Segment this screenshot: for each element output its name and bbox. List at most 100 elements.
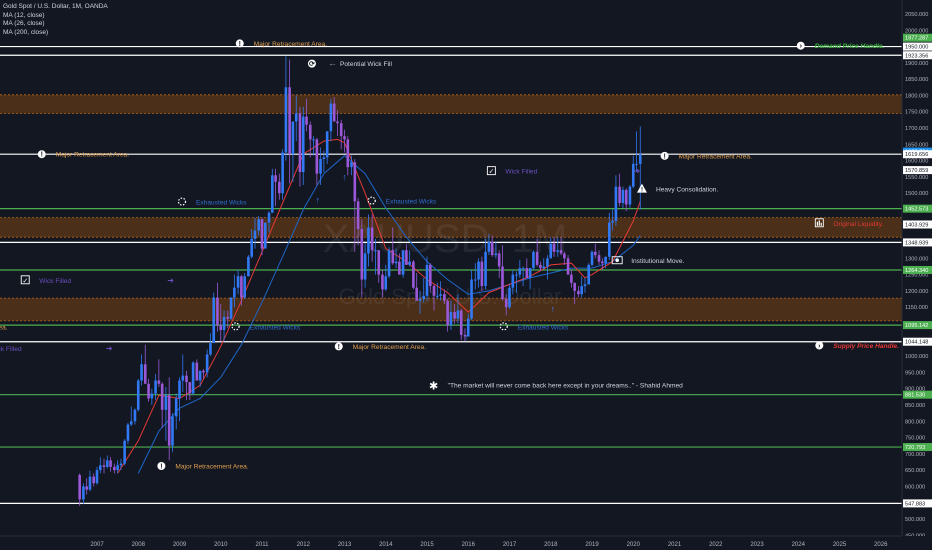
candle-body[interactable] bbox=[325, 131, 329, 158]
candle-body[interactable] bbox=[191, 362, 195, 394]
candle-body[interactable] bbox=[284, 87, 288, 153]
price-level-tag[interactable] bbox=[903, 265, 932, 274]
ma-12-label[interactable]: MA (12, close) bbox=[3, 11, 45, 19]
candle-body[interactable] bbox=[154, 380, 157, 394]
candle-body[interactable] bbox=[240, 276, 243, 298]
candle-body[interactable] bbox=[594, 251, 597, 256]
candle-body[interactable] bbox=[174, 398, 178, 417]
candle-body[interactable] bbox=[202, 370, 205, 373]
candle-body[interactable] bbox=[532, 251, 535, 269]
candle-body[interactable] bbox=[343, 136, 346, 140]
candle-body[interactable] bbox=[329, 103, 333, 132]
candle-body[interactable] bbox=[466, 318, 470, 337]
candle-body[interactable] bbox=[394, 261, 398, 264]
candle-body[interactable] bbox=[497, 253, 501, 267]
candle-body[interactable] bbox=[580, 286, 583, 295]
candle-body[interactable] bbox=[539, 264, 542, 269]
candle-body[interactable] bbox=[614, 186, 618, 221]
candle-body[interactable] bbox=[504, 299, 508, 308]
candle-body[interactable] bbox=[260, 219, 264, 249]
candle-body[interactable] bbox=[597, 255, 601, 262]
candle-body[interactable] bbox=[236, 276, 240, 288]
candle-body[interactable] bbox=[415, 287, 418, 301]
candle-body[interactable] bbox=[412, 261, 415, 288]
candle-body[interactable] bbox=[129, 421, 133, 425]
candle-body[interactable] bbox=[443, 294, 446, 301]
candle-body[interactable] bbox=[463, 334, 467, 337]
candle-body[interactable] bbox=[185, 375, 188, 383]
ma-26-label[interactable]: MA (26, close) bbox=[3, 20, 45, 27]
candle-body[interactable] bbox=[604, 256, 607, 264]
candle-body[interactable] bbox=[99, 465, 102, 471]
candle-body[interactable] bbox=[140, 364, 143, 381]
candle-body[interactable] bbox=[216, 297, 219, 326]
candle-body[interactable] bbox=[635, 163, 638, 165]
candle-body[interactable] bbox=[271, 175, 274, 213]
candle-body[interactable] bbox=[449, 312, 453, 326]
candle-body[interactable] bbox=[136, 380, 140, 410]
price-level-tag[interactable] bbox=[903, 33, 932, 42]
candle-body[interactable] bbox=[247, 256, 250, 277]
candle-body[interactable] bbox=[429, 264, 432, 287]
candle-body[interactable] bbox=[164, 395, 168, 410]
candle-body[interactable] bbox=[113, 466, 116, 471]
candle-body[interactable] bbox=[123, 440, 126, 464]
candle-body[interactable] bbox=[322, 157, 326, 159]
candle-body[interactable] bbox=[570, 274, 573, 283]
candle-body[interactable] bbox=[515, 274, 518, 276]
candle-body[interactable] bbox=[480, 261, 484, 287]
candle-body[interactable] bbox=[456, 310, 460, 319]
candle-body[interactable] bbox=[257, 219, 260, 231]
candle-body[interactable] bbox=[92, 476, 95, 484]
candle-body[interactable] bbox=[528, 268, 532, 278]
candle-body[interactable] bbox=[95, 470, 99, 484]
candle-body[interactable] bbox=[82, 486, 85, 500]
candle-body[interactable] bbox=[631, 163, 635, 187]
candle-body[interactable] bbox=[178, 380, 181, 399]
candle-body[interactable] bbox=[401, 250, 405, 275]
candle-body[interactable] bbox=[205, 354, 209, 373]
candle-body[interactable] bbox=[425, 264, 429, 296]
candle-body[interactable] bbox=[618, 186, 621, 203]
price-level-tag[interactable] bbox=[903, 238, 932, 247]
candle-body[interactable] bbox=[381, 274, 384, 290]
candle-body[interactable] bbox=[219, 325, 223, 331]
candle-body[interactable] bbox=[542, 266, 546, 269]
candle-body[interactable] bbox=[212, 297, 216, 344]
candle-body[interactable] bbox=[133, 409, 137, 422]
candle-body[interactable] bbox=[408, 261, 411, 265]
candle-body[interactable] bbox=[552, 243, 556, 252]
candle-body[interactable] bbox=[195, 362, 199, 381]
price-level-tag[interactable] bbox=[903, 204, 932, 213]
candle-body[interactable] bbox=[150, 393, 154, 399]
candle-body[interactable] bbox=[167, 395, 171, 446]
candle-body[interactable] bbox=[374, 250, 377, 252]
candle-body[interactable] bbox=[459, 310, 463, 335]
candle-body[interactable] bbox=[298, 113, 302, 173]
candle-body[interactable] bbox=[222, 317, 226, 331]
candle-body[interactable] bbox=[291, 121, 295, 155]
candle-body[interactable] bbox=[501, 266, 504, 300]
candle-body[interactable] bbox=[418, 299, 422, 301]
candle-body[interactable] bbox=[487, 242, 491, 252]
candle-body[interactable] bbox=[360, 229, 364, 280]
candle-body[interactable] bbox=[439, 294, 442, 296]
candle-body[interactable] bbox=[229, 297, 233, 319]
candle-body[interactable] bbox=[577, 290, 580, 295]
candle-body[interactable] bbox=[590, 251, 594, 265]
candle-body[interactable] bbox=[508, 287, 511, 308]
candle-body[interactable] bbox=[281, 152, 284, 194]
candle-body[interactable] bbox=[143, 364, 147, 384]
candle-body[interactable] bbox=[278, 181, 281, 194]
candle-body[interactable] bbox=[432, 286, 436, 296]
candle-body[interactable] bbox=[274, 175, 277, 182]
candle-body[interactable] bbox=[315, 139, 319, 174]
candle-body[interactable] bbox=[370, 227, 374, 251]
candle-body[interactable] bbox=[253, 230, 257, 239]
candle-body[interactable] bbox=[301, 116, 305, 173]
candle-body[interactable] bbox=[549, 243, 553, 259]
candle-body[interactable] bbox=[453, 312, 456, 319]
candle-body[interactable] bbox=[628, 186, 632, 205]
candle-body[interactable] bbox=[518, 268, 522, 275]
price-level-tag[interactable] bbox=[903, 337, 932, 346]
